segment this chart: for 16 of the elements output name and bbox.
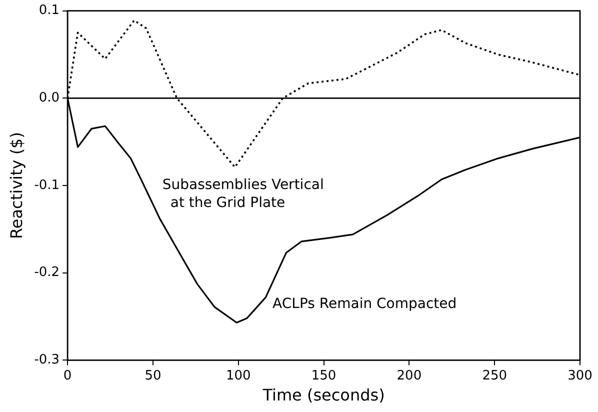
x-tick-label: 200 — [396, 368, 422, 384]
annotation: ACLPs Remain Compacted — [272, 296, 457, 312]
x-tick-label: 300 — [568, 368, 592, 384]
x-tick-label: 150 — [311, 368, 336, 384]
x-tick-label: 250 — [482, 368, 508, 384]
y-tick-label: 0.1 — [38, 3, 60, 18]
x-tick-label: 100 — [226, 368, 251, 384]
x-axis-title: Time (seconds) — [262, 386, 385, 405]
y-tick-label: -0.3 — [34, 352, 60, 368]
x-tick-label: 50 — [144, 368, 162, 384]
y-axis-title: Reactivity ($) — [6, 132, 26, 239]
x-tick-label: 0 — [63, 368, 72, 384]
y-tick-label: -0.1 — [34, 178, 60, 193]
y-tick-label: -0.2 — [34, 265, 60, 280]
y-tick-label: 0.0 — [38, 90, 60, 106]
annotation: Subassemblies Vertical at the Grid Plate — [162, 177, 324, 212]
